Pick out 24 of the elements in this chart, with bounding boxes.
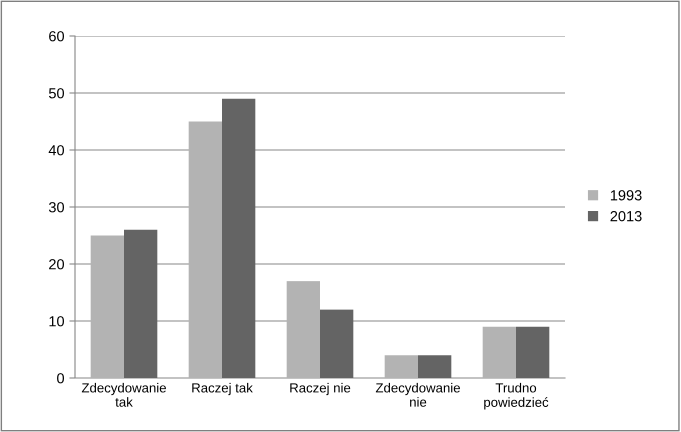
bar	[482, 326, 516, 378]
x-tick-label: Trudno powiedzieć	[484, 382, 548, 410]
bar	[418, 355, 452, 378]
bar	[384, 355, 418, 378]
bar	[286, 281, 320, 378]
bar	[516, 326, 550, 378]
y-tick-label: 0	[57, 373, 64, 384]
legend-label: 2013	[610, 211, 642, 222]
bar	[188, 122, 222, 378]
x-tick-label: Zdecydowanie tak	[82, 382, 166, 407]
bar	[124, 230, 158, 378]
x-tick-label: Raczej tak	[192, 382, 253, 396]
y-tick-label: 60	[49, 31, 64, 42]
bar	[90, 236, 124, 378]
y-tick-label: 30	[48, 202, 64, 212]
x-tick-label: Zdecydowanie nie	[376, 382, 460, 407]
legend-label: 1993	[610, 190, 642, 200]
y-tick-label: 10	[49, 316, 64, 326]
x-tick-label: Raczej nie	[290, 382, 350, 396]
y-tick-label: 20	[49, 259, 64, 270]
y-tick-label: 50	[48, 88, 64, 98]
bar	[320, 310, 354, 378]
bar	[222, 98, 256, 378]
y-tick-label: 40	[48, 145, 64, 156]
